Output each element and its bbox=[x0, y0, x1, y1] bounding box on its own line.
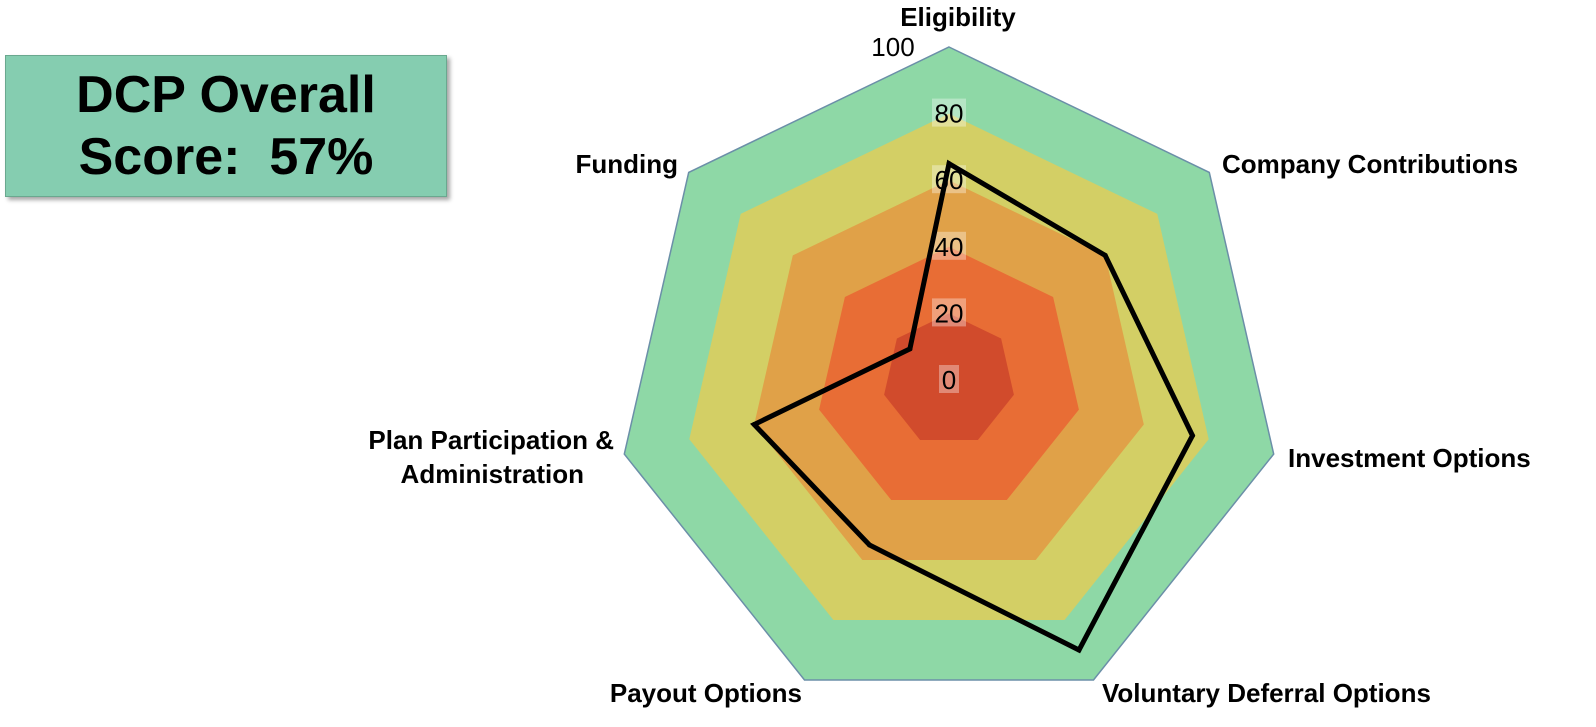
axis-label-funding: Funding bbox=[575, 149, 678, 179]
tick-label-backdrop bbox=[939, 365, 959, 393]
overall-score-title: DCP Overall bbox=[76, 66, 376, 124]
series-point-6 bbox=[907, 346, 913, 352]
tick-label-80: 80 bbox=[935, 99, 964, 129]
axis-label-voluntary-deferral-options: Voluntary Deferral Options bbox=[1102, 678, 1431, 708]
series-line bbox=[750, 159, 1196, 654]
axis-label-investment-options: Investment Options bbox=[1288, 443, 1531, 473]
series-point-2 bbox=[1190, 433, 1195, 439]
overall-score-value: Score: 57% bbox=[78, 128, 374, 186]
radar-band-0-20 bbox=[884, 313, 1014, 440]
tick-label-backdrop bbox=[932, 231, 966, 260]
tick-label-backdrop bbox=[932, 98, 966, 127]
axis-label-company-contributions: Company Contributions bbox=[1222, 149, 1518, 179]
series-point-5 bbox=[751, 422, 757, 427]
tick-label-backdrop bbox=[932, 298, 966, 327]
axis-label-plan-participation-administration: Plan Participation & Administration bbox=[368, 425, 614, 489]
axis-label-payout-options: Payout Options bbox=[610, 678, 802, 708]
tick-label-40: 40 bbox=[935, 232, 964, 262]
axis-label-eligibility: Eligibility bbox=[900, 2, 1016, 32]
series-point-0 bbox=[946, 161, 952, 167]
tick-label-20: 20 bbox=[935, 298, 964, 328]
series-point-4 bbox=[867, 542, 872, 548]
tick-label-100: 100 bbox=[871, 32, 914, 62]
overall-score-box: DCP Overall Score: 57% bbox=[5, 55, 447, 197]
series-point-1 bbox=[1102, 252, 1108, 258]
tick-label-0: 0 bbox=[942, 365, 956, 395]
series-point-3 bbox=[1076, 647, 1082, 653]
